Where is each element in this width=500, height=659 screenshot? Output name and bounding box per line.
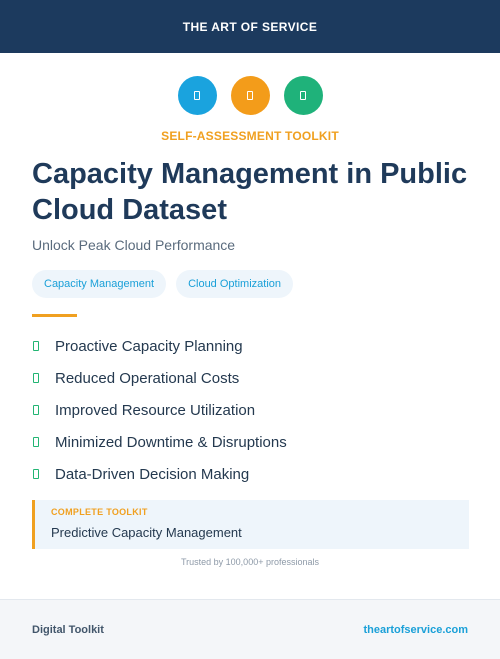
toolkit-label: COMPLETE TOOLKIT bbox=[51, 507, 148, 517]
check-icon bbox=[33, 437, 39, 447]
complete-toolkit-box: COMPLETE TOOLKIT Predictive Capacity Man… bbox=[32, 500, 469, 549]
doc-icon bbox=[177, 76, 217, 115]
icon-row bbox=[0, 76, 500, 115]
footer: Digital Toolkit theartofservice.com bbox=[0, 599, 500, 659]
check-icon bbox=[33, 341, 39, 351]
feature-list: Proactive Capacity Planning Reduced Oper… bbox=[32, 330, 287, 490]
brand-name: THE ART OF SERVICE bbox=[182, 19, 318, 34]
top-banner: THE ART OF SERVICE bbox=[0, 0, 500, 53]
check-icon bbox=[33, 405, 39, 415]
toolkit-value: Predictive Capacity Management bbox=[51, 525, 242, 540]
tag-capacity-management[interactable]: Capacity Management bbox=[32, 270, 167, 298]
trusted-note: Trusted by 100,000+ professionals bbox=[180, 557, 319, 567]
kicker-label: SELF-ASSESSMENT TOOLKIT bbox=[161, 129, 339, 143]
feature-item: Data-Driven Decision Making bbox=[32, 458, 287, 490]
check-icon bbox=[33, 469, 39, 479]
page-title: Capacity Management in Public Cloud Data… bbox=[32, 158, 468, 226]
check-icon bbox=[33, 373, 39, 383]
feature-item: Minimized Downtime & Disruptions bbox=[32, 426, 287, 458]
feature-label: Minimized Downtime & Disruptions bbox=[55, 433, 287, 451]
accent-divider bbox=[32, 314, 77, 317]
subtitle: Unlock Peak Cloud Performance bbox=[32, 237, 236, 253]
feature-label: Data-Driven Decision Making bbox=[55, 465, 250, 483]
feature-label: Proactive Capacity Planning bbox=[55, 337, 243, 355]
feature-item: Proactive Capacity Planning bbox=[32, 330, 287, 362]
website-link[interactable]: theartofservice.com bbox=[363, 623, 468, 636]
feature-label: Improved Resource Utilization bbox=[55, 401, 256, 419]
feature-label: Reduced Operational Costs bbox=[55, 369, 240, 387]
footer-label: Digital Toolkit bbox=[32, 623, 104, 636]
feature-item: Improved Resource Utilization bbox=[32, 394, 287, 426]
doc-icon bbox=[230, 76, 270, 115]
tag-cloud-optimization[interactable]: Cloud Optimization bbox=[176, 270, 293, 298]
doc-icon bbox=[283, 76, 323, 115]
tag-list: Capacity Management Cloud Optimization bbox=[32, 270, 293, 298]
feature-item: Reduced Operational Costs bbox=[32, 362, 287, 394]
